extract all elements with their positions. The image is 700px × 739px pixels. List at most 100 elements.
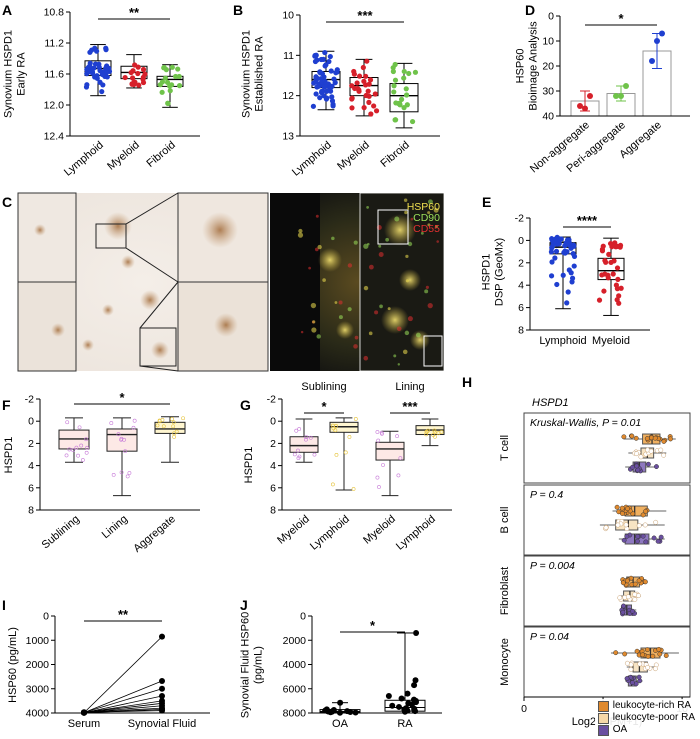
pair-line bbox=[83, 688, 163, 713]
x-tick-label: RA bbox=[397, 718, 413, 730]
data-point bbox=[643, 539, 649, 545]
y-tick-label: 0 bbox=[518, 235, 524, 247]
panel-j: 0 2000 4000 6000 8000 Synovial Fluid HSP60(pg… bbox=[240, 611, 442, 730]
fluorescence-signal bbox=[353, 344, 358, 349]
y-tick-label: 8 bbox=[28, 505, 34, 517]
data-point bbox=[308, 435, 313, 440]
data-point bbox=[329, 94, 335, 100]
data-point bbox=[312, 452, 317, 457]
fluorescence-signal bbox=[312, 320, 316, 324]
data-point bbox=[615, 276, 621, 282]
data-point bbox=[622, 651, 628, 657]
ihc-aggregate bbox=[202, 212, 238, 248]
data-point bbox=[317, 70, 324, 76]
data-point bbox=[636, 523, 642, 529]
data-point bbox=[403, 86, 409, 92]
ihc-aggregate bbox=[151, 341, 169, 359]
data-point bbox=[652, 666, 658, 672]
data-point bbox=[80, 458, 85, 462]
data-point bbox=[119, 437, 124, 442]
x-tick-label: Synovial Fluid bbox=[128, 718, 196, 730]
data-point bbox=[636, 578, 642, 584]
data-point bbox=[613, 650, 619, 656]
fluorescence-signal bbox=[314, 247, 319, 252]
y-tick-label: 10.8 bbox=[44, 7, 65, 19]
data-point bbox=[122, 74, 128, 81]
data-point bbox=[439, 429, 444, 434]
fluorescence-signal bbox=[407, 316, 413, 322]
y-tick-label: 12 bbox=[282, 90, 294, 102]
legend-item: OA bbox=[597, 724, 695, 736]
fluorescence-signal bbox=[367, 242, 370, 246]
data-point bbox=[79, 443, 84, 448]
data-point bbox=[600, 243, 606, 249]
data-point bbox=[398, 695, 405, 702]
facet-panel bbox=[523, 555, 691, 627]
data-point bbox=[294, 428, 299, 433]
data-point bbox=[652, 435, 658, 441]
data-point bbox=[623, 83, 629, 89]
data-point bbox=[642, 579, 648, 585]
fluorescence-signal bbox=[310, 302, 317, 309]
data-point bbox=[401, 75, 407, 81]
fluorescence-signal bbox=[378, 251, 384, 257]
fluorescence-signal bbox=[402, 349, 408, 355]
data-point bbox=[397, 100, 403, 107]
data-point bbox=[142, 71, 148, 77]
data-point bbox=[587, 93, 593, 99]
fluorescence-signal bbox=[410, 217, 414, 221]
fluorescence-signal bbox=[420, 231, 424, 235]
data-point bbox=[351, 68, 357, 75]
data-point bbox=[636, 593, 641, 599]
fluorescence-signal bbox=[435, 225, 438, 228]
data-point bbox=[364, 58, 370, 64]
pair-line bbox=[83, 710, 163, 713]
data-point bbox=[321, 74, 327, 80]
pair-line bbox=[83, 695, 163, 714]
y-tick-label: 2000 bbox=[283, 635, 307, 647]
data-point bbox=[367, 77, 374, 83]
data-point bbox=[328, 68, 334, 74]
stain-legend-label: CD55 bbox=[413, 223, 440, 235]
ihc-aggregate bbox=[140, 290, 160, 310]
legend-label: OA bbox=[612, 724, 628, 735]
box bbox=[375, 441, 405, 461]
data-point bbox=[640, 533, 646, 539]
data-point bbox=[663, 653, 669, 659]
y-tick-label: 11 bbox=[283, 50, 294, 62]
data-point bbox=[552, 236, 558, 242]
data-point bbox=[74, 445, 79, 450]
data-point bbox=[135, 70, 141, 77]
data-point bbox=[347, 435, 352, 439]
data-point bbox=[363, 92, 369, 99]
facet-stat: Kruskal-Wallis, P = 0.01 bbox=[530, 417, 641, 429]
y-tick-label: 2 bbox=[28, 438, 34, 450]
fluorescence-signal bbox=[331, 236, 335, 241]
data-point bbox=[404, 690, 411, 697]
panel-label: I bbox=[2, 597, 6, 613]
data-point bbox=[361, 105, 367, 111]
fluorescence-aggregate bbox=[381, 306, 409, 334]
y-tick-label: 11.6 bbox=[44, 69, 64, 81]
facet-stat: P = 0.4 bbox=[530, 489, 563, 501]
data-point bbox=[548, 273, 555, 279]
data-point bbox=[356, 73, 363, 79]
fluorescence-edge bbox=[270, 193, 320, 371]
data-point bbox=[84, 71, 90, 77]
legend-label: leukocyte-poor RA bbox=[612, 712, 695, 723]
data-point bbox=[159, 693, 165, 700]
fluorescence-signal bbox=[378, 244, 382, 248]
data-point bbox=[111, 472, 116, 477]
data-point bbox=[618, 285, 624, 291]
data-point bbox=[412, 69, 419, 75]
y-tick-label: 4 bbox=[270, 460, 276, 472]
data-point bbox=[349, 96, 355, 102]
ihc-inset-top bbox=[17, 192, 77, 283]
data-point bbox=[620, 609, 626, 615]
y-tick-label: 3000 bbox=[26, 683, 50, 695]
data-point bbox=[389, 702, 396, 709]
y-tick-label: 10 bbox=[542, 36, 554, 48]
